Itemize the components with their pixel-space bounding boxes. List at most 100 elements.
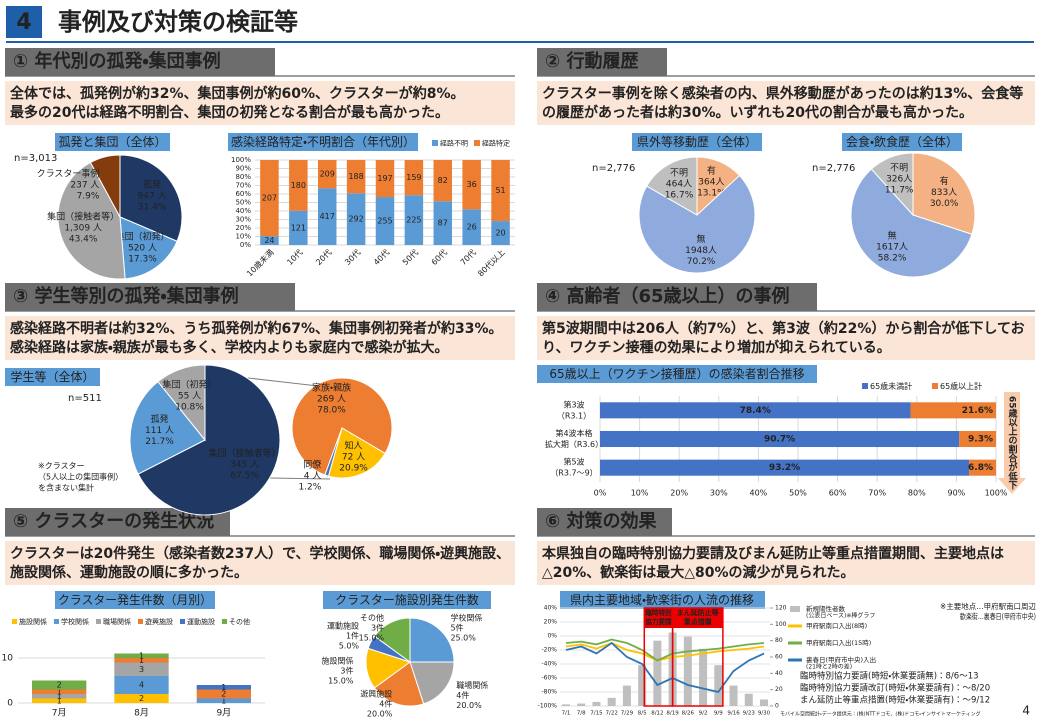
bar-segment (462, 160, 481, 210)
period-label: 協力要請 (645, 617, 671, 626)
data-label: 417 (320, 212, 335, 221)
data-label: 6.8% (968, 463, 993, 473)
period-label: 臨時特別 (645, 608, 671, 617)
y-tick-label: 100% (231, 156, 251, 164)
bar-segment (289, 160, 308, 211)
badge (6, 6, 42, 38)
x-tick-label: 8月 (134, 708, 149, 719)
summary-line: 本県独自の臨時特別協力要請及びまん延防止等重点措置期間、主要地点は (541, 545, 1004, 562)
pie-label: 67.5% (230, 471, 259, 481)
bar-segment (317, 188, 337, 245)
pie-slice (638, 174, 756, 274)
data-label: 1 (139, 651, 144, 660)
x-tick-label: 9/2 (699, 711, 708, 717)
y2-tick-label: 40 (775, 670, 783, 677)
legend-label: (21時と2時の差) (806, 663, 852, 671)
data-label: 255 (377, 217, 392, 226)
data-label: 2 (139, 694, 144, 703)
data-label: 20 (495, 229, 505, 238)
bar-segment (289, 210, 308, 245)
data-label: 1 (139, 656, 144, 665)
pie-slice (129, 380, 206, 475)
bar-segment (433, 160, 453, 202)
data-label: 1 (57, 692, 62, 701)
data-label: 24 (264, 236, 274, 245)
pie-slice (870, 152, 914, 217)
pie-label: 学校関係 (450, 613, 482, 623)
x-tick-label: 40代 (371, 247, 391, 267)
line-series (565, 641, 765, 694)
connector (269, 477, 331, 480)
period-note: 臨時特別協力要請改訂(時短・休業要請有)：～8/20 (800, 683, 990, 694)
summary-line: クラスター事例を除く感染者の内、県外移動歴があったのは約13%、会食等 (542, 85, 1023, 102)
summary-line: 感染経路は家族・親族が最も多く、学校内よりも家庭内で感染が拡大。 (10, 339, 448, 356)
pie-label: 15.0% (359, 634, 385, 643)
pie-label: 364人 (698, 178, 724, 188)
bar-segment (31, 694, 87, 699)
pie-label: 5.0% (339, 642, 360, 651)
pie-label: 家族・親族 (312, 381, 351, 393)
pie-label: 72 人 (342, 452, 365, 462)
legend-label: 経路特定 (482, 139, 510, 148)
pie-slice (89, 154, 121, 218)
legend-label: 裏春日(甲府市中央)入出 (806, 655, 876, 664)
bar-segment (910, 402, 996, 419)
x-tick-label: 80代以上 (475, 247, 506, 278)
pie-label: 21.7% (145, 437, 174, 447)
legend-label: (公表日ベース)※棒グラフ (806, 612, 875, 620)
y2-tick-label: 120 (775, 605, 787, 612)
x-tick-label: 7/1 (562, 711, 571, 717)
legend-label: 経路不明 (440, 139, 468, 148)
data-label: 2 (57, 681, 62, 690)
y-tick-label: 70% (235, 182, 251, 190)
pie-slice (373, 661, 425, 707)
pie-slice (324, 427, 343, 477)
pie-label: 17.3% (128, 255, 157, 265)
data-label: 78.4% (740, 406, 771, 416)
pie-label: 同僚 (303, 459, 321, 471)
bar (622, 685, 631, 706)
bar-segment (462, 209, 481, 245)
x-tick-label: 9/30 (758, 711, 771, 717)
chart-title-box (537, 365, 817, 383)
x-tick-label: 8/12 (651, 711, 663, 717)
n-label: n=511 (68, 393, 102, 404)
pie-label: 16.7% (665, 190, 694, 200)
pie-label: 345 人 (230, 460, 259, 470)
y-tick-label: 90% (235, 165, 251, 173)
data-label: 159 (406, 173, 421, 182)
pie-slice (850, 168, 973, 278)
y-tick-label: -20% (541, 647, 557, 654)
bar-segment (114, 658, 169, 663)
chart-title: クラスター発生件数（月別） (58, 592, 212, 607)
data-label: 121 (291, 223, 306, 232)
n-label: n=2,776 (592, 163, 635, 174)
y-tick-label: （R3.1） (557, 411, 591, 420)
data-label: 188 (348, 172, 363, 181)
bar-segment (491, 160, 510, 222)
bar (760, 699, 768, 706)
summary-line: 感染経路不明者は約32%、うち孤発例が約67%、集団事例初発者が約33%。 (10, 320, 503, 337)
legend-label: 新規陽性者数 (806, 604, 846, 613)
section-title: ① 年代別の孤発・集団事例 (13, 50, 221, 72)
chart-title-box (5, 368, 100, 386)
x-tick-label: 20代 (313, 247, 333, 267)
bar-segment (31, 680, 87, 690)
legend-swatch (222, 619, 227, 624)
x-tick-label: 10歳未満 (244, 247, 275, 278)
line-series (565, 638, 765, 662)
summary-line: り、ワクチン接種の効果により増加が抑えられている。 (542, 339, 891, 356)
x-tick-label: 100% (985, 489, 1008, 498)
pie-label: 集団（接触者等） (47, 210, 119, 222)
pie-slice (291, 377, 393, 476)
bar (653, 640, 662, 706)
bar-segment (196, 689, 252, 699)
chart-title-box (632, 133, 762, 151)
legend-swatch (96, 619, 101, 624)
pie-label: 孤発 (143, 178, 161, 190)
legend-label: その他 (229, 617, 250, 626)
pie-label: 20.0% (456, 701, 482, 710)
pie-label: 不明 (890, 163, 908, 174)
data-label: 21.6% (962, 406, 993, 416)
y-tick-label: 20% (235, 224, 251, 232)
